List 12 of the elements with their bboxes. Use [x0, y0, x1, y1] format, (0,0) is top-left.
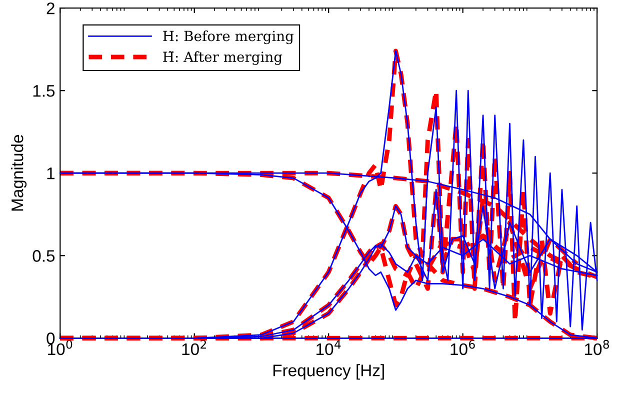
y-tick-label: 2: [46, 2, 54, 14]
legend-label: H̃: After merging: [163, 51, 282, 65]
x-tick-label: 10$^{6}$: [450, 340, 475, 356]
y-tick-label: 0.5: [32, 250, 55, 262]
y-tick-label: 1: [47, 168, 54, 180]
y-tick-label: 1.5: [33, 85, 55, 97]
legend-label: H: Before merging: [163, 30, 294, 44]
x-tick-label: 10$^{8}$: [584, 340, 610, 356]
x-tick-label: 10$^{4}$: [316, 340, 341, 356]
x-axis-title: Frequency [Hz]: [273, 364, 384, 380]
x-tick-label: 10$^{2}$: [182, 340, 206, 356]
y-axis-title: Magnitude: [11, 134, 27, 211]
